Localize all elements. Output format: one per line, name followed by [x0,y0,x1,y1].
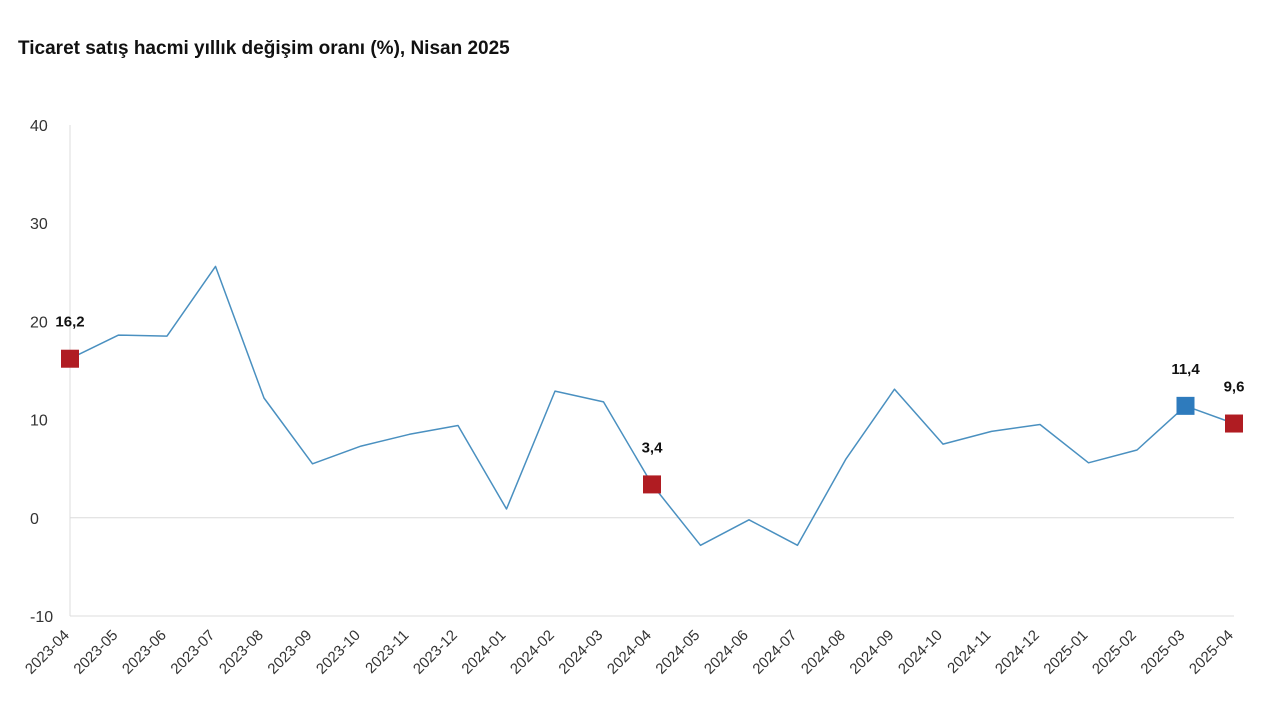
x-tick-label: 2023-10 [313,627,364,678]
x-tick-label: 2024-04 [604,627,655,678]
data-label: 3,4 [642,439,664,456]
data-label: 9,6 [1224,379,1245,396]
y-tick-label: 40 [30,118,48,135]
data-label: 11,4 [1171,361,1200,378]
x-tick-label: 2023-04 [22,627,73,678]
x-tick-label: 2024-08 [798,627,849,678]
x-tick-label: 2024-12 [992,627,1043,678]
chart-title: Ticaret satış hacmi yıllık değişim oranı… [18,38,510,59]
x-tick-label: 2025-03 [1137,627,1188,678]
highlight-marker [1225,414,1243,433]
x-tick-label: 2024-02 [507,627,558,678]
chart-axes: -10 0 10 20 30 40 2023-042023-052023-062023-07… [22,118,1237,678]
x-tick-label: 2023-09 [264,627,315,678]
x-tick-label: 2023-11 [362,627,412,677]
y-tick-label: 10 [30,413,48,430]
x-tick-label: 2024-01 [458,627,509,678]
data-labels: 16,2 3,4 11,4 9,6 [55,314,1244,457]
y-tick-label: 30 [30,216,48,233]
x-tick-label: 2025-01 [1040,627,1091,678]
x-tick-label: 2024-11 [944,627,994,677]
x-tick-label: 2025-04 [1186,627,1237,678]
highlight-marker [61,349,79,368]
series-line [69,265,1235,547]
highlight-marker [1176,396,1195,415]
x-tick-label: 2025-02 [1089,627,1140,678]
x-tick-label: 2024-09 [846,627,897,678]
y-tick-label: 0 [30,511,39,528]
x-tick-label: 2023-08 [216,627,267,678]
x-tick-label: 2024-05 [652,627,703,678]
data-label: 16,2 [55,314,84,331]
x-tick-label: 2023-12 [410,627,461,678]
y-tick-label: -10 [30,609,53,626]
x-tick-label: 2023-06 [119,627,170,678]
highlight-marker [643,475,661,494]
x-tick-label: 2023-07 [167,627,218,678]
plot-area [61,265,1243,547]
x-tick-label: 2024-07 [749,627,800,678]
x-tick-label: 2024-06 [701,627,752,678]
x-tick-label: 2023-05 [70,627,121,678]
x-tick-label: 2024-10 [895,627,946,678]
y-tick-label: 20 [30,314,48,331]
x-tick-label: 2024-03 [555,627,606,678]
